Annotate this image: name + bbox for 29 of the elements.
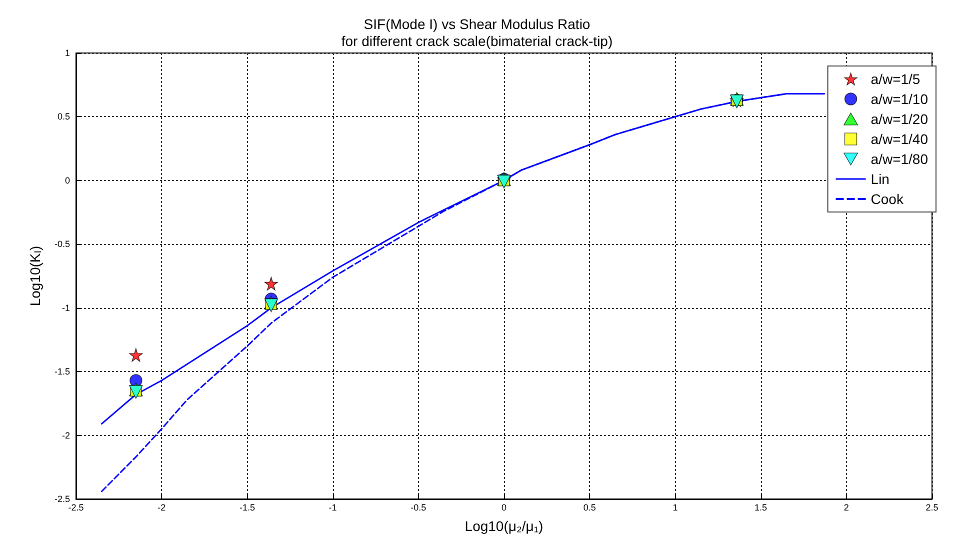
- y-tick-label: 0: [64, 175, 70, 186]
- y-tick-label: 0.5: [57, 112, 70, 122]
- y-tick-label: -0.5: [54, 239, 70, 250]
- x-axis-title: Log10(μ₂/μ₁): [464, 518, 544, 534]
- y-axis-title: Log10(KI): [27, 246, 44, 306]
- y-tick-label: -2.5: [54, 494, 70, 504]
- x-tick-label: -1: [328, 502, 337, 512]
- y-tick-label: -1: [62, 302, 70, 313]
- x-tick-label: 0: [501, 502, 507, 512]
- x-tick-label: -0.5: [410, 502, 426, 512]
- legend-label: Cook: [870, 191, 904, 207]
- x-tick-label: 2.5: [926, 502, 938, 512]
- y-tick-label: -2: [62, 430, 70, 440]
- y-tick-label: 1: [64, 48, 70, 58]
- legend-label: Lin: [870, 171, 890, 187]
- chart-title: SIF(Mode I) vs Shear Modulus Ratio: [364, 16, 590, 32]
- legend-label: a/w=1/10: [870, 91, 928, 107]
- x-tick-label: 2: [844, 502, 849, 512]
- legend-label: a/w=1/5: [870, 71, 920, 87]
- chart-subtitle: for different crack scale(bimaterial crack-tip): [341, 33, 613, 49]
- y-tick-label: -1.5: [54, 366, 70, 377]
- x-tick-label: 0.5: [583, 502, 596, 512]
- x-tick-label: 1: [672, 502, 678, 512]
- legend-label: a/w=1/40: [870, 131, 928, 147]
- x-tick-label: -1.5: [239, 502, 255, 512]
- legend-label: a/w=1/80: [870, 151, 928, 167]
- x-tick-label: 1.5: [754, 502, 768, 512]
- legend-label: a/w=1/20: [870, 111, 928, 127]
- x-tick-label: -2: [158, 502, 166, 512]
